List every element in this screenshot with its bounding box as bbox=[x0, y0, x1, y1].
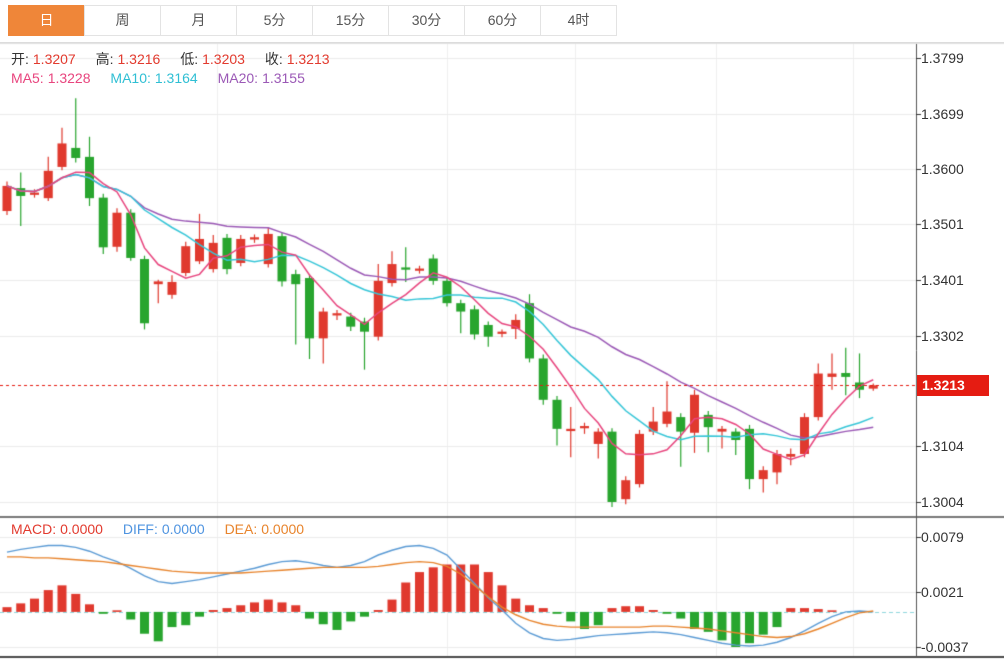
tab-weekly[interactable]: 周 bbox=[84, 5, 161, 36]
low-value: 1.3203 bbox=[202, 51, 245, 67]
open-value: 1.3207 bbox=[32, 51, 76, 67]
macd-label: MACD: bbox=[11, 521, 57, 537]
tab-60min[interactable]: 60分 bbox=[464, 5, 541, 36]
high-label: 高: bbox=[95, 51, 114, 67]
main-axis-tick-label: 1.3600 bbox=[921, 161, 964, 178]
close-label: 收: bbox=[264, 51, 283, 67]
main-axis-tick-label: 1.3401 bbox=[921, 272, 964, 289]
diff-label: DIFF: bbox=[122, 521, 158, 537]
tab-4hour[interactable]: 4时 bbox=[540, 5, 617, 36]
tab-monthly[interactable]: 月 bbox=[160, 5, 237, 36]
main-axis-tick-label: 1.3302 bbox=[921, 327, 964, 344]
macd-axis-tick-label: -0.0037 bbox=[921, 639, 969, 655]
ma5-value: 1.3228 bbox=[47, 70, 91, 86]
ohlc-legend: 开: 1.3207 高: 1.3216 低: 1.3203 收: 1.3213 bbox=[11, 49, 334, 69]
ma-legend: MA5: 1.3228 MA10: 1.3164 MA20: 1.3155 bbox=[11, 70, 309, 86]
tab-5min[interactable]: 5分 bbox=[236, 5, 313, 36]
dea-value: 0.0000 bbox=[261, 521, 305, 537]
close-value: 1.3213 bbox=[286, 51, 330, 67]
ma10-value: 1.3164 bbox=[154, 70, 198, 86]
timeframe-tabbar: 日 周 月 5分 15分 30分 60分 4时 bbox=[0, 0, 1004, 43]
diff-value: 0.0000 bbox=[161, 521, 205, 537]
macd-axis-tick-label: 0.0079 bbox=[921, 529, 964, 545]
ma20-label: MA20: bbox=[217, 70, 259, 86]
low-label: 低: bbox=[180, 51, 199, 67]
open-label: 开: bbox=[11, 51, 29, 67]
dea-label: DEA: bbox=[224, 521, 258, 537]
ma20-value: 1.3155 bbox=[262, 70, 305, 86]
macd-axis-tick-label: 0.0021 bbox=[921, 584, 964, 600]
tab-daily[interactable]: 日 bbox=[8, 5, 85, 36]
last-price-marker: 1.3213 bbox=[917, 375, 989, 396]
high-value: 1.3216 bbox=[117, 51, 161, 67]
main-axis-tick-label: 1.3104 bbox=[921, 438, 964, 455]
tab-15min[interactable]: 15分 bbox=[312, 5, 389, 36]
main-axis-tick-label: 1.3004 bbox=[921, 494, 964, 510]
macd-value: 0.0000 bbox=[60, 521, 103, 537]
tab-30min[interactable]: 30分 bbox=[388, 5, 465, 36]
ma10-label: MA10: bbox=[110, 70, 151, 86]
main-axis-tick-label: 1.3799 bbox=[921, 50, 964, 66]
ma5-label: MA5: bbox=[11, 70, 44, 86]
main-axis-tick-label: 1.3699 bbox=[921, 105, 964, 122]
macd-legend: MACD: 0.0000 DIFF: 0.0000 DEA: 0.0000 bbox=[11, 521, 308, 537]
main-axis-tick-label: 1.3501 bbox=[921, 216, 964, 233]
